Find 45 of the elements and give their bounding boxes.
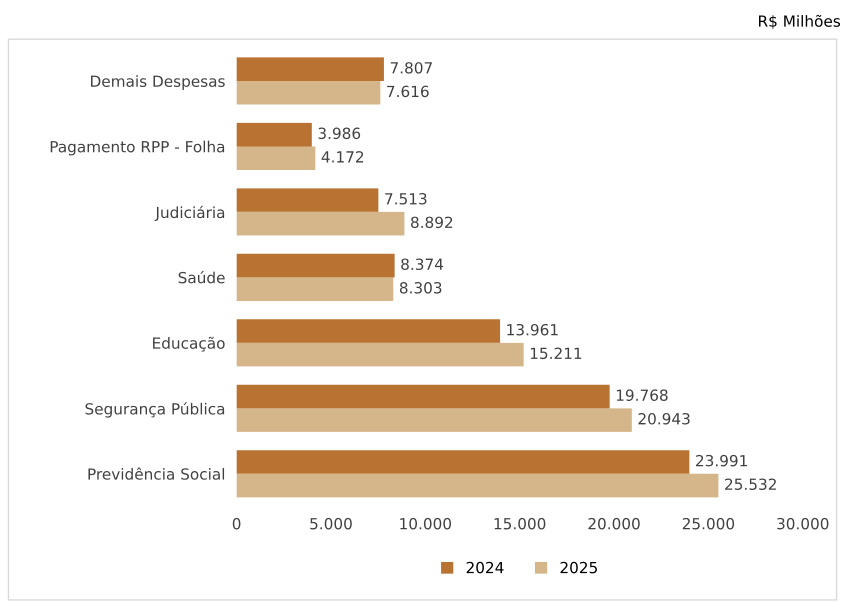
x-tick-label: 30.000	[777, 518, 828, 530]
bar	[236, 122, 312, 146]
bar	[236, 146, 316, 170]
bar	[236, 450, 690, 474]
data-label: 8.374	[401, 258, 444, 270]
y-tick-label: Judiciária	[154, 206, 224, 222]
data-label: 19.768	[616, 389, 668, 401]
x-tick-label: 10.000	[400, 518, 452, 530]
bar	[236, 212, 404, 236]
data-label: 25.532	[725, 478, 776, 490]
bar	[236, 408, 632, 432]
data-label: 23.991	[696, 454, 747, 466]
bar	[236, 57, 384, 81]
data-label: 20.943	[638, 412, 690, 425]
bar	[236, 80, 380, 105]
data-label: 13.961	[507, 324, 558, 336]
x-tick-label: 0	[232, 518, 240, 530]
y-tick-label: Saúde	[178, 270, 225, 284]
bar	[236, 384, 610, 408]
x-tick-label: 20.000	[588, 518, 640, 530]
data-label: 3.986	[318, 128, 360, 140]
bar	[236, 254, 395, 278]
data-label: 7.807	[390, 62, 432, 74]
data-label: 8.303	[400, 282, 442, 294]
data-label: 7.513	[385, 193, 426, 205]
y-tick-label: Segurança Pública	[85, 402, 224, 418]
bar	[236, 188, 378, 212]
data-label: 4.172	[322, 151, 364, 162]
y-tick-label: Previdência Social	[88, 467, 224, 480]
data-label: 8.892	[411, 216, 452, 228]
x-tick-label: 5.000	[310, 518, 352, 530]
text: R$ Milhões	[759, 14, 840, 29]
data-label: 15.211	[530, 348, 582, 360]
bar	[236, 474, 718, 498]
legend-label: 2024	[466, 562, 504, 574]
x-tick-label: 15.000	[494, 518, 546, 530]
bar	[236, 319, 500, 343]
x-tick-label: 25.000	[682, 518, 734, 530]
data-label: 7.616	[387, 86, 429, 98]
legend-label: 2025	[560, 562, 597, 574]
y-tick-label: Pagamento RPP - Folha	[50, 140, 224, 156]
bar	[236, 342, 524, 366]
y-tick-label: Educação	[153, 336, 225, 352]
bar	[236, 277, 394, 301]
y-tick-label: Demais Despesas	[91, 75, 225, 90]
